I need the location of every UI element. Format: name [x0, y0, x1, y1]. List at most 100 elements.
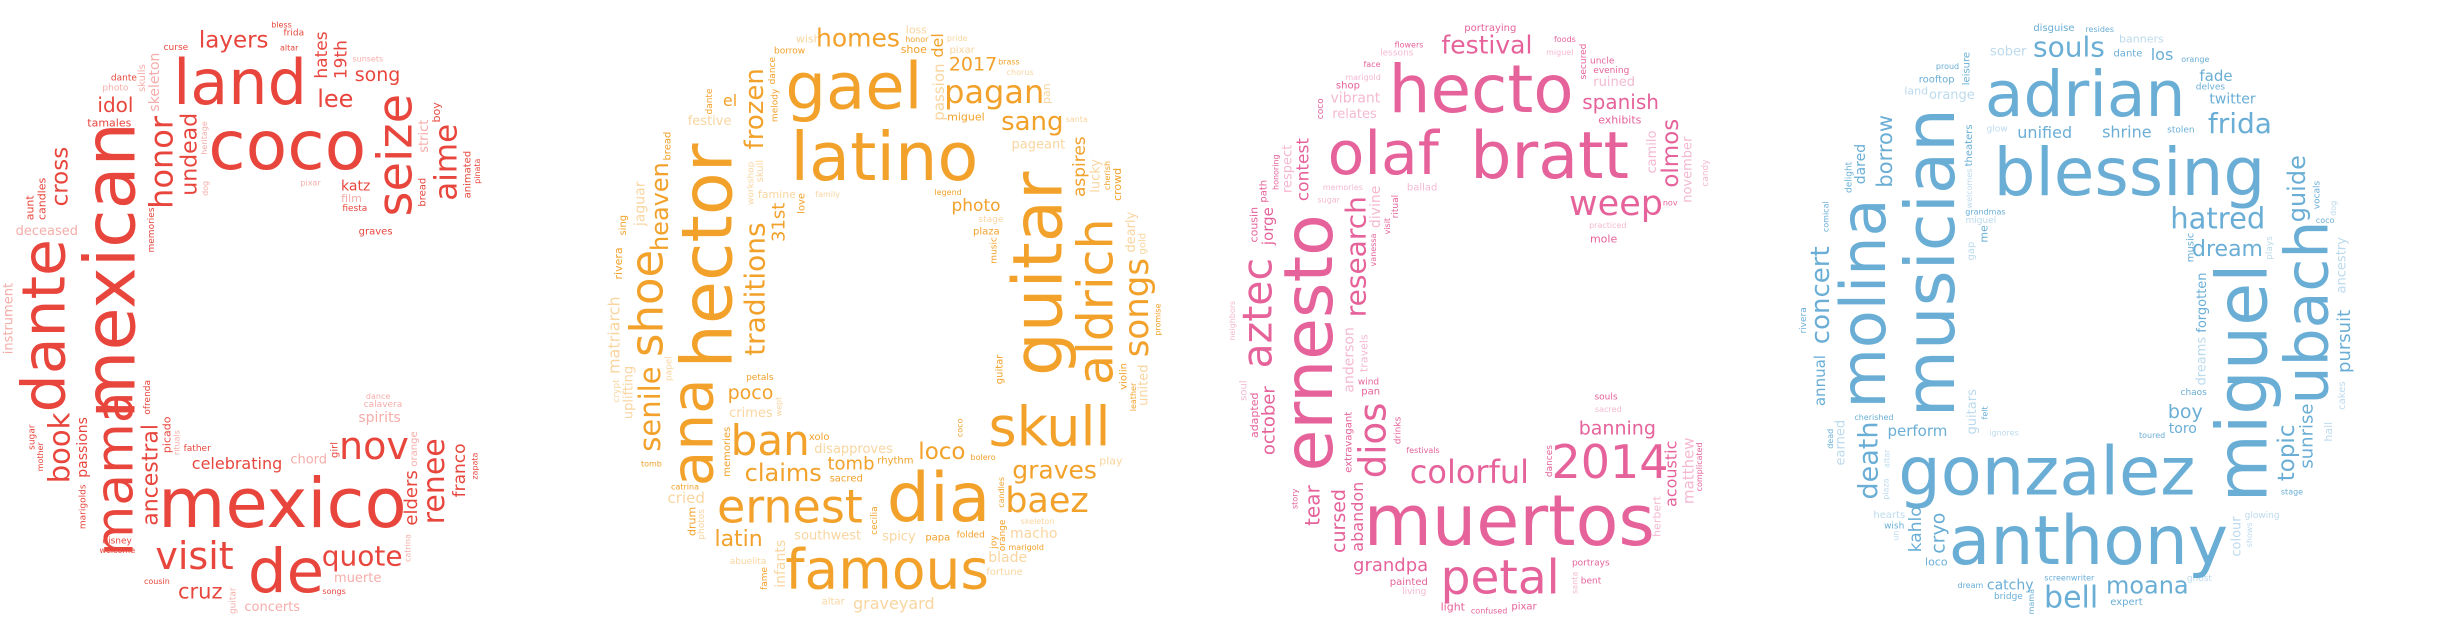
cloud-filler-wish: wish	[796, 33, 821, 46]
cloud-word-dios: dios	[1352, 403, 1395, 479]
cloud-filler-secured: secured	[1579, 44, 1589, 80]
cloud-filler-miguel: miguel	[1546, 48, 1573, 57]
cloud-filler-plays: plays	[2265, 236, 2275, 260]
cloud-word-latin: latin	[714, 527, 762, 552]
cloud-filler-cherished: cherished	[1854, 413, 1893, 422]
cloud-filler-cousin: cousin	[1248, 207, 1261, 243]
cloud-word-dared: dared	[1853, 144, 1869, 184]
cloud-filler-cakes: cakes	[2337, 381, 2348, 409]
cloud-filler-delight: delight	[1844, 161, 1854, 193]
cloud-filler-sing: sing	[618, 215, 629, 236]
cloud-word-dream: dream	[2192, 237, 2263, 262]
cloud-filler-candles: candles	[997, 477, 1006, 508]
cloud-filler-festivals: festivals	[1406, 446, 1439, 455]
cloud-filler-leisure: leisure	[1962, 52, 1973, 85]
cloud-word-cursed: cursed	[1328, 489, 1350, 553]
cloud-filler-honor: honor	[905, 35, 929, 44]
cloud-filler-dead: dead	[1826, 429, 1835, 449]
cloud-word-lucky: lucky	[1088, 159, 1103, 193]
cloud-filler-welcomes: welcomes	[1965, 169, 1974, 209]
cloud-word-del: del	[928, 33, 947, 57]
cloud-word-strict: strict	[417, 120, 432, 153]
cloud-filler-pixar: pixar	[1511, 601, 1537, 612]
cloud-word-dia: dia	[887, 459, 991, 538]
cloud-filler-pride: pride	[947, 34, 968, 43]
cloud-word-2014: 2014	[1551, 435, 1668, 489]
cloud-filler-complicated: complicated	[1695, 442, 1704, 491]
cloud-filler-stolen: stolen	[2167, 126, 2194, 136]
cloud-filler-ofrenda: ofrenda	[143, 380, 153, 415]
cloud-filler-drum: drum	[686, 507, 699, 536]
cloud-word-latino: latino	[790, 118, 978, 196]
cloud-word-perform: perform	[1887, 422, 1947, 440]
cloud-filler-flowers: flowers	[1395, 40, 1424, 49]
cloud-word-macho: macho	[1010, 526, 1057, 542]
cloud-filler-curse: curse	[164, 43, 189, 53]
cloud-filler-living: living	[1402, 587, 1426, 597]
cloud-filler-photos: photos	[697, 509, 707, 540]
cloud-filler-skulls: skulls	[137, 64, 148, 92]
cloud-filler-crypt: crypt	[612, 379, 622, 403]
cloud-filler-loco: loco	[1925, 555, 1948, 568]
cloud-filler-marigold: marigold	[1345, 73, 1380, 82]
cloud-word-united: united	[1136, 364, 1151, 405]
cloud-filler-catrina: catrina	[671, 482, 699, 491]
cloud-word-quote: quote	[322, 539, 403, 572]
cloud-word-vibrant: vibrant	[1331, 90, 1381, 106]
cloud-filler-skeleton: skeleton	[1021, 517, 1055, 526]
cloud-filler-pan: pan	[1040, 83, 1053, 104]
cloud-filler-extravagant: extravagant	[1344, 412, 1355, 473]
cloud-word-muerte: muerte	[334, 571, 381, 586]
cloud-word-relates: relates	[1332, 107, 1377, 122]
cloud-filler-vanessa: vanessa	[1369, 233, 1378, 266]
cloud-filler-shop: shop	[1336, 81, 1360, 92]
cloud-word-olaf: olaf	[1328, 119, 1441, 189]
cloud-filler-film: film	[341, 192, 362, 205]
cloud-filler-cherish: cherish	[1103, 161, 1112, 190]
cloud-word-contest: contest	[1294, 138, 1314, 202]
cloud-filler-sacred: sacred	[1595, 405, 1622, 414]
cloud-word-disapproves: disapproves	[814, 442, 893, 457]
cloud-word-unified: unified	[2017, 123, 2072, 142]
cloud-word-mexico: mexico	[158, 464, 407, 544]
cloud-filler-confused: confused	[1471, 606, 1507, 615]
cloud-filler-dances: dances	[1545, 445, 1555, 477]
cloud-filler-hall: hall	[2322, 422, 2335, 442]
cloud-word-19th: 19th	[332, 40, 352, 79]
cloud-word-topic: topic	[2274, 425, 2300, 482]
cloud-filler-catrina: catrina	[403, 534, 412, 562]
cloud-filler-joy: joy	[990, 535, 1000, 550]
cloud-filler-cousin: cousin	[144, 577, 170, 586]
cloud-word-idol: idol	[97, 93, 133, 117]
cloud-word-coco: coco	[208, 107, 366, 186]
cloud-filler-candy: candy	[1701, 159, 1711, 187]
cloud-word-ubach: ubach	[2272, 221, 2342, 405]
cloud-filler-dream: dream	[1957, 581, 1983, 590]
cloud-filler-zapata: zapata	[470, 452, 479, 479]
cloud-filler-un: un	[1891, 531, 1900, 541]
cloud-word-graves: graves	[1012, 455, 1097, 484]
cloud-filler-altar: altar	[280, 44, 299, 53]
cloud-word-ernest: ernest	[717, 480, 863, 534]
cloud-word-undead: undead	[178, 113, 203, 196]
cloud-word-earned: earned	[1834, 420, 1849, 466]
cloud-filler-dog: dog	[201, 181, 210, 196]
cloud-word-southwest: southwest	[794, 529, 861, 544]
letter-o-2: miguelmusiciananthonygonzalezblessingadr…	[1799, 23, 2355, 616]
cloud-word-honor: honor	[142, 115, 180, 209]
cloud-word-homes: homes	[816, 24, 900, 53]
cloud-filler-gold: gold	[1138, 233, 1149, 255]
cloud-filler-wept: wept	[774, 397, 783, 417]
cloud-filler-herbert: herbert	[1650, 495, 1663, 537]
cloud-filler-santa: santa	[1066, 115, 1088, 124]
cloud-word-aldrich: aldrich	[1067, 218, 1124, 385]
cloud-word-musician: musician	[1891, 108, 1971, 417]
cloud-filler-violin: violin	[1119, 363, 1130, 390]
cloud-word-bell: bell	[2044, 581, 2098, 616]
cloud-word-infants: infants	[773, 540, 789, 588]
cloud-filler-welcome: welcome	[99, 546, 135, 555]
cloud-word-shoe: shoe	[621, 250, 674, 357]
cloud-word-song: song	[355, 64, 401, 86]
